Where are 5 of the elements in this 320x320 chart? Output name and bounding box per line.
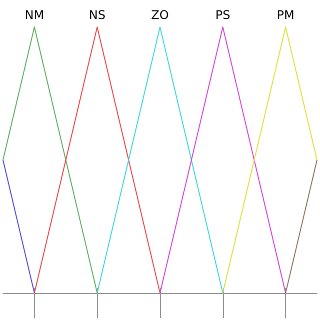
x-tick-label: ZO: [151, 8, 169, 22]
x-tick-label: NM: [24, 8, 44, 22]
x-tick-label: PM: [276, 8, 294, 22]
x-tick-label: PS: [215, 8, 230, 22]
x-tick-label: NS: [88, 8, 106, 22]
